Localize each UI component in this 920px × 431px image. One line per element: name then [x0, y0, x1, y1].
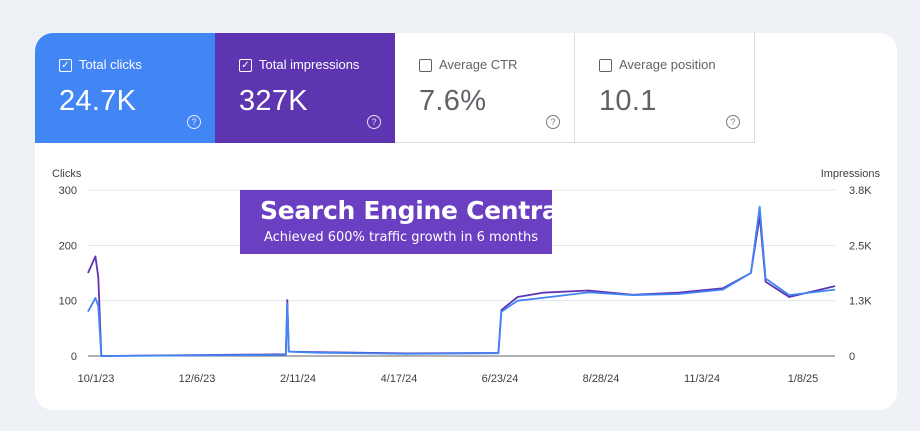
- x-tick-label: 8/28/24: [583, 373, 620, 385]
- metric-value: 327K: [239, 85, 308, 117]
- help-icon[interactable]: ?: [367, 115, 381, 129]
- help-icon[interactable]: ?: [726, 115, 740, 129]
- metric-value: 24.7K: [59, 85, 137, 117]
- help-icon[interactable]: ?: [187, 115, 201, 129]
- metric-label: Average CTR: [439, 57, 518, 72]
- checkbox-unchecked-icon[interactable]: [599, 59, 612, 72]
- checkbox-checked-icon[interactable]: ✓: [239, 59, 252, 72]
- promo-banner: Search Engine Central Achieved 600% traf…: [240, 190, 567, 254]
- y-tick-label-right: 1.3K: [849, 296, 872, 308]
- x-tick-label: 1/8/25: [788, 373, 819, 385]
- checkbox-unchecked-icon[interactable]: [419, 59, 432, 72]
- x-tick-label: 6/23/24: [482, 373, 519, 385]
- metric-label: Total clicks: [79, 57, 142, 72]
- series-line-clicks: [87, 205, 836, 357]
- x-tick-label: 12/6/23: [179, 373, 216, 385]
- y-tick-label-left: 300: [59, 185, 77, 197]
- metric-value: 10.1: [599, 85, 657, 117]
- x-tick-label: 11/3/24: [684, 373, 720, 385]
- y-tick-label-left: 0: [71, 351, 77, 363]
- x-tick-label: 2/11/24: [280, 373, 316, 385]
- metric-average-ctr[interactable]: Average CTR 7.6% ?: [395, 33, 575, 143]
- metric-label: Total impressions: [259, 57, 360, 72]
- metric-total-impressions[interactable]: ✓ Total impressions 327K ?: [215, 33, 395, 143]
- performance-card: ✓ Total clicks 24.7K ? ✓ Total impressio…: [35, 33, 897, 410]
- checkbox-checked-icon[interactable]: ✓: [59, 59, 72, 72]
- y-tick-label-right: 0: [849, 351, 855, 363]
- banner-title: Search Engine Central: [260, 196, 567, 225]
- y-tick-label-right: 2.5K: [849, 240, 872, 252]
- metric-average-position[interactable]: Average position 10.1 ?: [575, 33, 755, 143]
- metric-tabs: ✓ Total clicks 24.7K ? ✓ Total impressio…: [35, 33, 755, 143]
- y-tick-label-left: 200: [59, 240, 77, 252]
- y-tick-label-right: 3.8K: [849, 185, 872, 197]
- metric-value: 7.6%: [419, 85, 487, 117]
- y-axis-title-right: Impressions: [821, 168, 881, 180]
- x-tick-label: 10/1/23: [78, 373, 115, 385]
- metric-total-clicks[interactable]: ✓ Total clicks 24.7K ?: [35, 33, 215, 143]
- x-tick-label: 4/17/24: [381, 373, 418, 385]
- y-axis-title-left: Clicks: [52, 168, 82, 180]
- y-tick-label-left: 100: [59, 296, 77, 308]
- banner-subtitle: Achieved 600% traffic growth in 6 months: [264, 230, 539, 245]
- help-icon[interactable]: ?: [546, 115, 560, 129]
- metric-label: Average position: [619, 57, 716, 72]
